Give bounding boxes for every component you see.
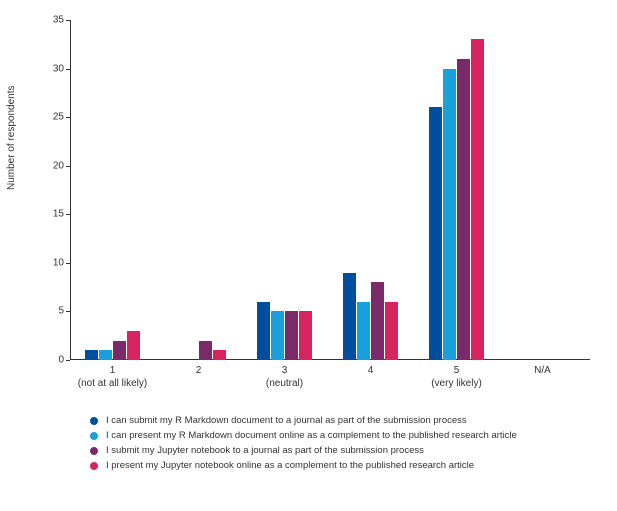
bar — [99, 350, 112, 360]
bar — [443, 69, 456, 360]
bar — [113, 341, 126, 360]
bar-group — [156, 20, 242, 360]
bar — [199, 341, 212, 360]
bar — [371, 282, 384, 360]
bar-group — [414, 20, 500, 360]
y-tick-label: 10 — [34, 257, 64, 268]
plot-area: 051015202530351(not at all likely)23(neu… — [70, 20, 590, 360]
legend-item: I can submit my R Markdown document to a… — [90, 415, 517, 426]
y-tick-label: 15 — [34, 209, 64, 220]
x-tick-label: N/A — [534, 364, 551, 377]
legend-swatch — [90, 447, 98, 455]
x-tick-label-line1: 2 — [196, 364, 202, 377]
bar-group — [70, 20, 156, 360]
bar — [213, 350, 226, 360]
x-tick-label: 3(neutral) — [266, 364, 303, 390]
bar-group — [500, 20, 586, 360]
legend: I can submit my R Markdown document to a… — [90, 415, 517, 475]
bar — [471, 39, 484, 360]
bar — [285, 311, 298, 360]
x-tick-label-line1: 4 — [368, 364, 374, 377]
legend-item: I present my Jupyter notebook online as … — [90, 460, 517, 471]
chart-container: Number of respondents 051015202530351(no… — [0, 0, 617, 511]
bar — [385, 302, 398, 360]
bar — [271, 311, 284, 360]
bar — [457, 59, 470, 360]
x-tick-label-line2: (not at all likely) — [78, 377, 147, 390]
y-tick-label: 0 — [34, 355, 64, 366]
legend-swatch — [90, 432, 98, 440]
x-tick-label-line2: (neutral) — [266, 377, 303, 390]
legend-label: I present my Jupyter notebook online as … — [106, 460, 474, 471]
y-tick — [66, 360, 70, 361]
legend-item: I submit my Jupyter notebook to a journa… — [90, 445, 517, 456]
y-tick-label: 35 — [34, 15, 64, 26]
y-tick-label: 5 — [34, 306, 64, 317]
x-tick-label-line1: N/A — [534, 364, 551, 377]
bar-group — [242, 20, 328, 360]
x-tick-label: 5(very likely) — [431, 364, 482, 390]
legend-label: I can present my R Markdown document onl… — [106, 430, 517, 441]
x-tick-label-line2: (very likely) — [431, 377, 482, 390]
legend-swatch — [90, 462, 98, 470]
bar-group — [328, 20, 414, 360]
y-axis-label: Number of respondents — [6, 85, 17, 190]
legend-label: I submit my Jupyter notebook to a journa… — [106, 445, 424, 456]
x-tick-label: 2 — [196, 364, 202, 377]
bar — [357, 302, 370, 360]
y-tick-label: 30 — [34, 63, 64, 74]
bar — [343, 273, 356, 360]
y-tick-label: 20 — [34, 160, 64, 171]
bar — [85, 350, 98, 360]
bar — [429, 107, 442, 360]
bar — [127, 331, 140, 360]
x-tick-label-line1: 5 — [431, 364, 482, 377]
x-tick-label-line1: 3 — [266, 364, 303, 377]
x-tick-label: 1(not at all likely) — [78, 364, 147, 390]
x-tick-label: 4 — [368, 364, 374, 377]
x-tick-label-line1: 1 — [78, 364, 147, 377]
bar — [257, 302, 270, 360]
legend-item: I can present my R Markdown document onl… — [90, 430, 517, 441]
legend-label: I can submit my R Markdown document to a… — [106, 415, 467, 426]
y-tick-label: 25 — [34, 112, 64, 123]
bar — [299, 311, 312, 360]
legend-swatch — [90, 417, 98, 425]
